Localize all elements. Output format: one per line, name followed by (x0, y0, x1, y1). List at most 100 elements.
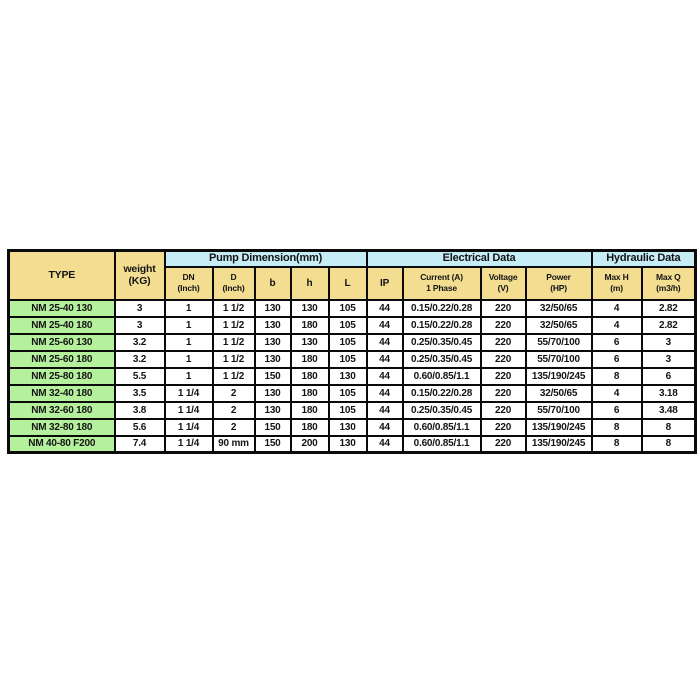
cell-h: 180 (289, 349, 330, 369)
cell-l: 105 (327, 332, 368, 352)
cell-h: 180 (289, 366, 330, 386)
cell-type: NM 40-80 F200 (7, 434, 116, 454)
cell-d: 1 1/2 (211, 315, 256, 335)
cell-h: 180 (289, 383, 330, 403)
header-d: D (Inch) (211, 265, 256, 301)
table-row: NM 25-60 180 3.2 1 1 1/2 130 180 105 44 0.25/0.3… (7, 349, 697, 369)
cell-weight: 7.4 (113, 434, 166, 454)
cell-voltage: 220 (479, 366, 527, 386)
cell-max-h: 6 (590, 332, 643, 352)
cell-weight: 3.5 (113, 383, 166, 403)
cell-power: 55/70/100 (524, 400, 593, 420)
cell-max-q: 6 (640, 366, 697, 386)
header-b: b (253, 265, 292, 301)
header-weight: weight (KG) (113, 249, 166, 301)
pump-spec-table: TYPE weight (KG) Pump Dimension(mm) Electri… (7, 249, 698, 454)
header-dn: DN (Inch) (163, 265, 214, 301)
cell-power: 32/50/65 (524, 383, 593, 403)
header-power: Power (HP) (524, 265, 593, 301)
cell-voltage: 220 (479, 332, 527, 352)
cell-voltage: 220 (479, 298, 527, 318)
cell-power: 32/50/65 (524, 315, 593, 335)
cell-l: 105 (327, 383, 368, 403)
cell-current-1phase: 0.25/0.35/0.45 (401, 332, 482, 352)
cell-power: 135/190/245 (524, 417, 593, 437)
cell-d: 2 (211, 383, 256, 403)
cell-dn: 1 1/4 (163, 434, 214, 454)
cell-type: NM 25-60 130 (7, 332, 116, 352)
cell-max-q: 8 (640, 434, 697, 454)
cell-dn: 1 (163, 315, 214, 335)
cell-ip: 44 (365, 417, 404, 437)
cell-b: 150 (253, 434, 292, 454)
cell-current-1phase: 0.15/0.22/0.28 (401, 298, 482, 318)
cell-d: 1 1/2 (211, 366, 256, 386)
cell-max-q: 2.82 (640, 298, 697, 318)
cell-l: 130 (327, 417, 368, 437)
cell-weight: 3 (113, 315, 166, 335)
cell-max-q: 3 (640, 332, 697, 352)
cell-max-q: 3 (640, 349, 697, 369)
cell-l: 105 (327, 349, 368, 369)
cell-ip: 44 (365, 434, 404, 454)
cell-max-q: 8 (640, 417, 697, 437)
cell-h: 180 (289, 417, 330, 437)
cell-max-h: 4 (590, 298, 643, 318)
group-header-row: TYPE weight (KG) Pump Dimension(mm) Electri… (7, 249, 697, 301)
header-max-h: Max H (m) (590, 265, 643, 301)
cell-l: 105 (327, 315, 368, 335)
cell-dn: 1 (163, 298, 214, 318)
cell-weight: 5.5 (113, 366, 166, 386)
cell-l: 130 (327, 434, 368, 454)
cell-current-1phase: 0.60/0.85/1.1 (401, 366, 482, 386)
cell-b: 130 (253, 332, 292, 352)
cell-h: 180 (289, 400, 330, 420)
cell-voltage: 220 (479, 315, 527, 335)
cell-dn: 1 1/4 (163, 417, 214, 437)
cell-b: 130 (253, 383, 292, 403)
header-h: h (289, 265, 330, 301)
cell-b: 130 (253, 315, 292, 335)
cell-h: 180 (289, 315, 330, 335)
cell-ip: 44 (365, 366, 404, 386)
cell-weight: 3.2 (113, 349, 166, 369)
cell-dn: 1 (163, 366, 214, 386)
cell-dn: 1 1/4 (163, 400, 214, 420)
cell-ip: 44 (365, 400, 404, 420)
cell-d: 2 (211, 400, 256, 420)
cell-current-1phase: 0.25/0.35/0.45 (401, 349, 482, 369)
cell-current-1phase: 0.60/0.85/1.1 (401, 434, 482, 454)
cell-max-q: 2.82 (640, 315, 697, 335)
cell-power: 135/190/245 (524, 366, 593, 386)
cell-b: 150 (253, 366, 292, 386)
cell-b: 150 (253, 417, 292, 437)
cell-max-h: 6 (590, 400, 643, 420)
cell-power: 55/70/100 (524, 349, 593, 369)
cell-voltage: 220 (479, 400, 527, 420)
cell-ip: 44 (365, 383, 404, 403)
cell-h: 130 (289, 332, 330, 352)
group-header-hydraulic-data: Hydraulic Data (590, 249, 697, 268)
cell-dn: 1 (163, 349, 214, 369)
cell-max-h: 8 (590, 434, 643, 454)
cell-voltage: 220 (479, 349, 527, 369)
cell-weight: 5.6 (113, 417, 166, 437)
cell-weight: 3.2 (113, 332, 166, 352)
cell-type: NM 32-40 180 (7, 383, 116, 403)
cell-d: 1 1/2 (211, 298, 256, 318)
cell-voltage: 220 (479, 383, 527, 403)
cell-max-h: 4 (590, 315, 643, 335)
cell-type: NM 25-40 180 (7, 315, 116, 335)
cell-d: 2 (211, 417, 256, 437)
table-row: NM 32-40 180 3.5 1 1/4 2 130 180 105 44 0.15/0.2… (7, 383, 697, 403)
table-row: NM 25-80 180 5.5 1 1 1/2 150 180 130 44 0.60/0.8… (7, 366, 697, 386)
cell-b: 130 (253, 349, 292, 369)
header-current-1phase: Current (A) 1 Phase (401, 265, 482, 301)
cell-dn: 1 1/4 (163, 383, 214, 403)
cell-max-h: 6 (590, 349, 643, 369)
cell-d: 90 mm (211, 434, 256, 454)
cell-current-1phase: 0.60/0.85/1.1 (401, 417, 482, 437)
cell-current-1phase: 0.15/0.22/0.28 (401, 383, 482, 403)
cell-b: 130 (253, 298, 292, 318)
cell-power: 55/70/100 (524, 332, 593, 352)
